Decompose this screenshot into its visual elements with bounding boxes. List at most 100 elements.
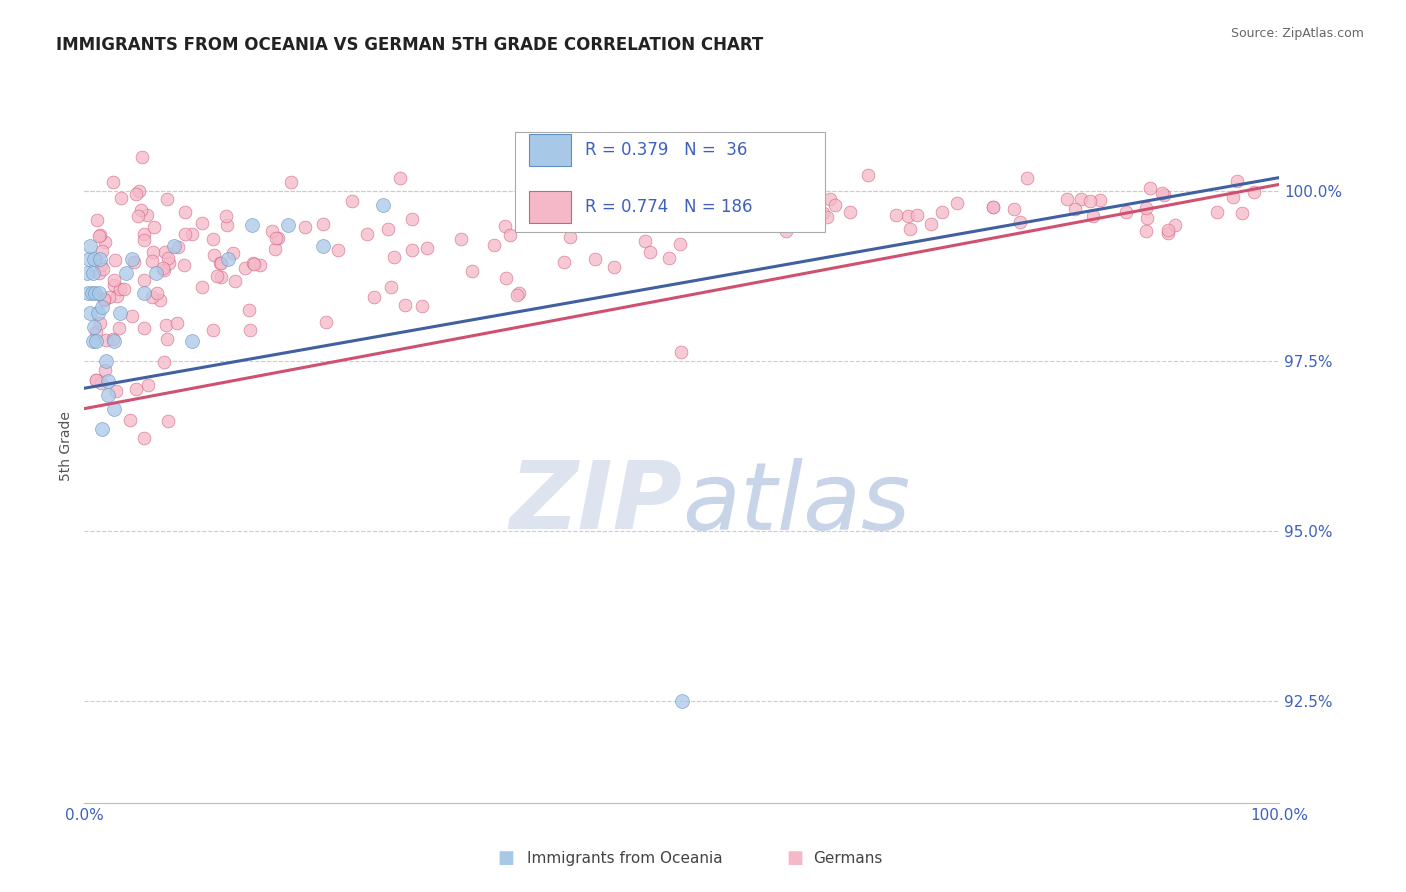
Point	[87, 229, 110, 244]
Point	[884, 208, 907, 222]
Point	[1081, 209, 1104, 223]
Point	[1164, 218, 1187, 232]
Point	[152, 263, 174, 277]
Point	[315, 315, 337, 329]
Point	[786, 209, 808, 223]
Point	[401, 243, 423, 257]
Y-axis label: 5th Grade: 5th Grade	[59, 411, 73, 481]
Point	[157, 256, 180, 270]
Point	[108, 282, 131, 296]
Point	[450, 232, 472, 246]
Point	[238, 302, 260, 317]
Point	[240, 218, 263, 232]
Text: IMMIGRANTS FROM OCEANIA VS GERMAN 5TH GRADE CORRELATION CHART: IMMIGRANTS FROM OCEANIA VS GERMAN 5TH GR…	[56, 36, 763, 54]
Point	[84, 373, 107, 387]
Point	[127, 209, 149, 223]
Point	[1017, 171, 1039, 186]
Text: ZIP: ZIP	[509, 457, 682, 549]
Point	[672, 202, 695, 216]
Point	[142, 245, 165, 260]
Point	[103, 278, 125, 293]
Point	[815, 210, 838, 224]
Point	[380, 280, 402, 294]
Point	[202, 248, 225, 262]
Point	[136, 378, 159, 392]
Point	[249, 258, 271, 272]
Point	[1226, 174, 1249, 188]
Point	[149, 293, 172, 307]
Point	[134, 321, 156, 335]
Point	[156, 192, 179, 206]
Point	[156, 251, 179, 265]
Point	[377, 222, 399, 236]
Point	[761, 189, 783, 203]
Point	[115, 266, 138, 280]
Point	[603, 260, 626, 275]
Text: R = 0.379   N =  36: R = 0.379 N = 36	[585, 141, 748, 159]
Point	[277, 218, 299, 232]
Point	[132, 431, 155, 445]
Point	[124, 255, 146, 269]
Point	[263, 242, 285, 256]
Point	[121, 310, 143, 324]
Point	[1010, 215, 1032, 229]
Point	[84, 286, 107, 301]
Point	[1136, 211, 1159, 225]
Point	[114, 282, 136, 296]
Point	[658, 251, 681, 265]
Point	[105, 288, 128, 302]
Point	[155, 318, 177, 332]
Point	[560, 230, 582, 244]
Point	[77, 286, 100, 301]
Point	[128, 184, 150, 198]
Point	[401, 211, 423, 226]
Point	[522, 209, 544, 223]
Point	[461, 264, 484, 278]
Point	[103, 273, 125, 287]
Point	[824, 198, 846, 212]
Point	[83, 252, 105, 266]
Point	[132, 273, 155, 287]
Point	[134, 227, 156, 241]
Point	[173, 204, 195, 219]
Point	[356, 227, 378, 241]
Point	[110, 192, 132, 206]
Point	[388, 171, 411, 186]
Point	[135, 208, 157, 222]
Point	[103, 334, 125, 348]
Point	[905, 208, 928, 222]
Point	[217, 252, 239, 266]
Point	[1002, 202, 1025, 216]
Point	[157, 414, 180, 428]
Point	[1078, 194, 1101, 208]
Point	[749, 169, 772, 184]
Point	[668, 236, 690, 251]
Point	[146, 286, 169, 301]
Point	[1088, 194, 1111, 208]
Point	[761, 202, 783, 216]
Point	[312, 217, 335, 231]
Point	[82, 266, 104, 280]
Point	[103, 401, 125, 416]
Point	[96, 333, 118, 347]
Point	[174, 227, 197, 242]
Point	[326, 243, 349, 257]
Point	[1232, 206, 1254, 220]
Point	[93, 292, 115, 306]
Point	[411, 299, 433, 313]
Point	[756, 192, 779, 206]
Point	[105, 384, 128, 398]
Point	[84, 325, 107, 339]
Point	[205, 268, 228, 283]
Point	[86, 213, 108, 227]
Point	[77, 252, 100, 266]
Point	[243, 257, 266, 271]
Point	[294, 220, 316, 235]
Point	[222, 246, 245, 260]
Point	[166, 316, 188, 330]
FancyBboxPatch shape	[529, 191, 571, 223]
Point	[494, 219, 516, 233]
Point	[101, 332, 124, 346]
Point	[153, 244, 176, 259]
Point	[142, 220, 165, 235]
